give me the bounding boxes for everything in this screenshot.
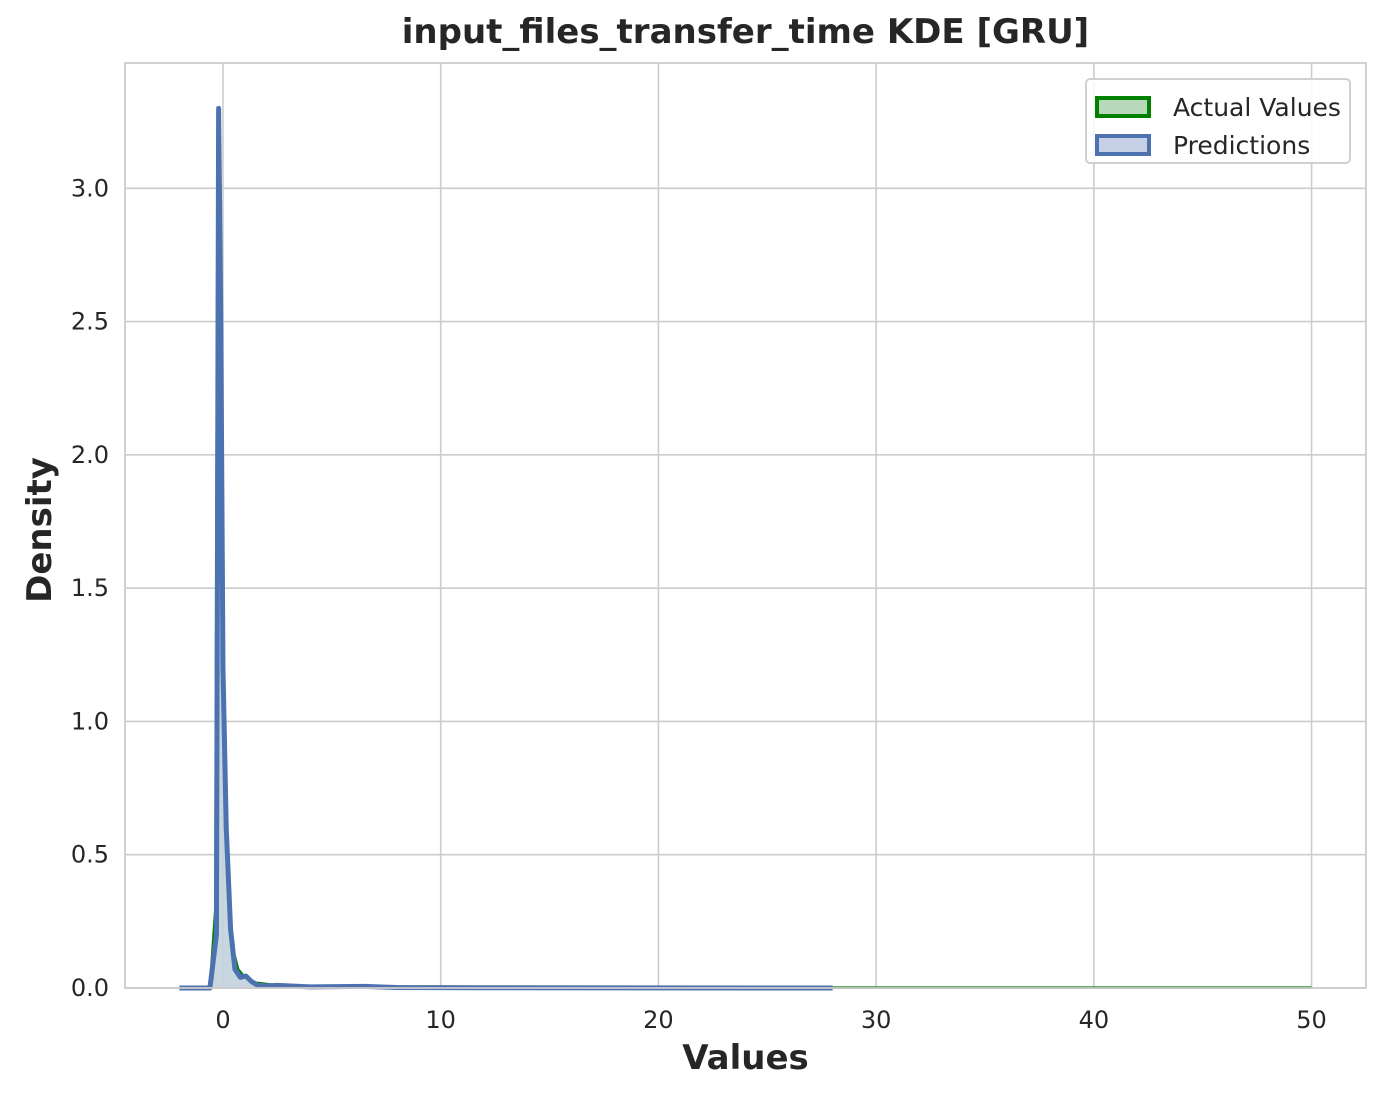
- legend-label-actual: Actual Values: [1173, 92, 1341, 122]
- legend-swatch-predictions: [1095, 134, 1151, 156]
- series-line-1: [179, 105, 833, 991]
- y-tick-label: 1.0: [71, 707, 109, 735]
- legend-swatch-actual: [1095, 96, 1151, 118]
- y-tick-label: 3.0: [71, 174, 109, 202]
- x-tick-label: 50: [1296, 1006, 1327, 1034]
- chart-title: input_files_transfer_time KDE [GRU]: [401, 12, 1090, 52]
- y-tick-label: 1.5: [71, 574, 109, 602]
- y-tick-label: 2.5: [71, 308, 109, 336]
- y-tick-label: 2.0: [71, 441, 109, 469]
- legend-label-predictions: Predictions: [1173, 130, 1311, 160]
- plot-area: [125, 63, 1366, 988]
- legend-item-predictions: Predictions: [1095, 130, 1310, 160]
- plot-frame: [124, 62, 1367, 989]
- x-tick-label: 30: [861, 1006, 892, 1034]
- x-tick-label: 40: [1079, 1006, 1110, 1034]
- x-tick-label: 20: [643, 1006, 674, 1034]
- x-tick-label: 10: [425, 1006, 456, 1034]
- x-axis-label: Values: [682, 1038, 809, 1078]
- y-axis-label: Density: [20, 457, 60, 603]
- x-tick-label: 0: [215, 1006, 230, 1034]
- legend-item-actual: Actual Values: [1095, 92, 1341, 122]
- y-tick-label: 0.5: [71, 841, 109, 869]
- y-tick-label: 0.0: [71, 974, 109, 1002]
- legend: Actual Values Predictions: [1085, 78, 1351, 164]
